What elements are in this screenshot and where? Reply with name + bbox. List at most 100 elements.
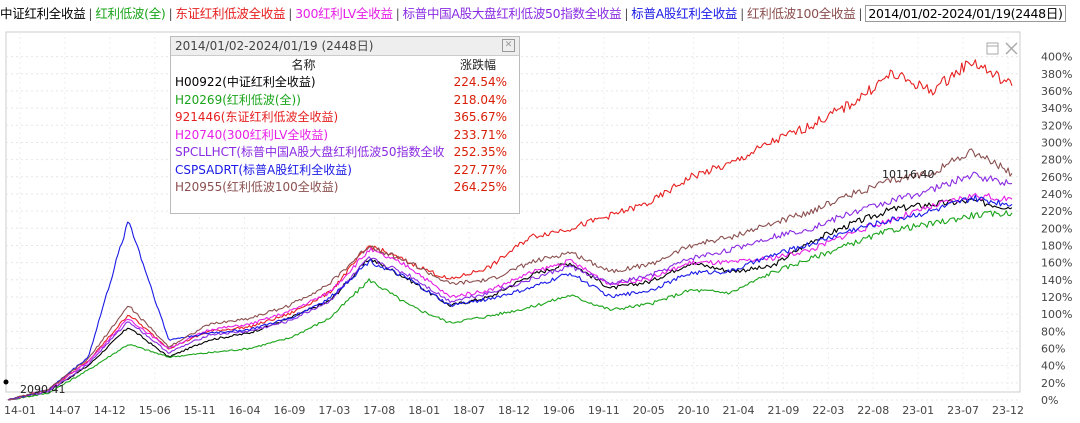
y-tick-label: 160% — [1041, 257, 1072, 270]
y-tick-label: 20% — [1041, 377, 1065, 390]
x-tick-label: 22-03 — [812, 404, 844, 417]
series-change: 365.67% — [453, 110, 507, 124]
series-line-black — [7, 198, 1013, 401]
column-change-header: 涨跌幅 — [459, 58, 496, 72]
series-line-green — [8, 210, 1013, 401]
series-change: 264.25% — [453, 180, 507, 194]
legend-separator: | — [624, 6, 629, 21]
series-change: 252.35% — [453, 145, 507, 159]
series-line-magenta — [7, 192, 1013, 401]
y-tick-label: 220% — [1041, 205, 1072, 218]
x-tick-label: 16-04 — [229, 404, 261, 417]
legend-item[interactable]: 红利低波(全) — [95, 6, 166, 21]
y-tick-label: 0% — [1041, 394, 1058, 407]
y-tick-label: 360% — [1041, 85, 1072, 98]
x-tick-label: 18-07 — [453, 404, 485, 417]
column-name-header: 名称 — [291, 58, 316, 72]
info-panel: 2014/01/02-2024/01/19 (2448日) ✕ 名称 涨跌幅 H… — [170, 36, 520, 214]
y-tick-label: 320% — [1041, 119, 1072, 132]
x-tick-label: 23-12 — [992, 404, 1024, 417]
legend-separator: | — [288, 6, 293, 21]
legend-item[interactable]: 东证红利低波全收益 — [175, 6, 286, 21]
start-marker — [3, 379, 9, 385]
series-line-brown — [7, 148, 1013, 401]
y-tick-label: 380% — [1041, 68, 1072, 81]
plot-frame — [5, 31, 1021, 393]
x-tick-label: 19-06 — [543, 404, 575, 417]
y-tick-label: 120% — [1041, 291, 1072, 304]
x-tick-label: 20-05 — [633, 404, 665, 417]
info-row: H20269(红利低波(全)) 218.04% — [171, 92, 519, 110]
y-tick-label: 240% — [1041, 188, 1072, 201]
x-tick-label: 17-08 — [363, 404, 395, 417]
x-tick-label: 23-07 — [947, 404, 979, 417]
legend-separator: | — [395, 6, 400, 21]
legend-separator: | — [858, 6, 863, 21]
info-row: SPCLLHCT(标普中国A股大盘红利低波50指数全收 252.35% — [171, 144, 519, 162]
legend-header: 中证红利全收益 | 红利低波(全) | 东证红利低波全收益 | 300红利LV全收益 | 标普中… — [0, 0, 1080, 28]
x-tick-label: 23-01 — [902, 404, 934, 417]
info-row: H20740(300红利LV全收益) 233.71% — [171, 127, 519, 145]
legend-item[interactable]: 红利低波100全收益 — [747, 6, 856, 21]
x-tick-label: 21-09 — [767, 404, 799, 417]
y-tick-label: 260% — [1041, 171, 1072, 184]
info-panel-rows: H00922(中证红利全收益) 224.54% H20269(红利低波(全)) 218… — [171, 74, 519, 197]
y-tick-label: 140% — [1041, 274, 1072, 287]
x-tick-label: 16-09 — [273, 404, 305, 417]
x-tick-label: 18-01 — [408, 404, 440, 417]
y-tick-label: 400% — [1041, 51, 1072, 64]
close-icon[interactable]: ✕ — [502, 39, 515, 52]
y-tick-label: 80% — [1041, 325, 1065, 338]
legend-item[interactable]: 300红利LV全收益 — [295, 6, 393, 21]
restore-icon[interactable] — [986, 42, 999, 55]
series-name: H20269(红利低波(全)) — [175, 92, 301, 107]
x-tick-label: 15-11 — [184, 404, 216, 417]
legend-separator: | — [168, 6, 173, 21]
series-name: H00922(中证红利全收益) — [175, 75, 316, 89]
info-panel-title: 2014/01/02-2024/01/19 (2448日) ✕ — [171, 37, 519, 56]
y-tick-label: 60% — [1041, 342, 1065, 355]
x-tick-label: 19-11 — [588, 404, 620, 417]
window-controls — [986, 42, 1018, 55]
info-panel-title-text: 2014/01/02-2024/01/19 (2448日) — [175, 39, 374, 53]
series-name: SPCLLHCT(标普中国A股大盘红利低波50指数全收 — [175, 145, 445, 159]
x-tick-label: 18-12 — [498, 404, 530, 417]
series-line-purple — [7, 171, 1013, 401]
series-change: 218.04% — [453, 92, 507, 107]
legend-item[interactable]: 中证红利全收益 — [0, 6, 86, 21]
info-row: 921446(东证红利低波全收益) 365.67% — [171, 109, 519, 127]
x-tick-label: 14-01 — [4, 404, 36, 417]
series-name: H20955(红利低波100全收益) — [175, 180, 339, 194]
y-tick-label: 340% — [1041, 102, 1072, 115]
x-tick-label: 22-08 — [857, 404, 889, 417]
series-change: 233.71% — [453, 127, 507, 142]
y-tick-label: 200% — [1041, 222, 1072, 235]
legend-item[interactable]: 标普中国A股大盘红利低波50指数全收益 — [402, 6, 622, 21]
date-range[interactable]: 2014/01/02-2024/01/19(2448日) — [865, 5, 1066, 22]
x-tick-label: 14-07 — [49, 404, 81, 417]
y-tick-label: 280% — [1041, 154, 1072, 167]
info-panel-header: 名称 涨跌幅 — [171, 56, 519, 74]
max-annotation: 10116.40 — [882, 168, 935, 181]
x-tick-label: 21-04 — [723, 404, 755, 417]
y-tick-label: 100% — [1041, 308, 1072, 321]
series-change: 227.77% — [453, 162, 507, 177]
x-tick-label: 14-12 — [94, 404, 126, 417]
x-tick-label: 17-03 — [318, 404, 350, 417]
close-chart-icon[interactable] — [1005, 42, 1018, 55]
info-row: H20955(红利低波100全收益) 264.25% — [171, 179, 519, 197]
min-annotation: 2090.41 — [20, 383, 66, 396]
y-tick-label: 40% — [1041, 360, 1065, 373]
y-tick-label: 300% — [1041, 136, 1072, 149]
info-row: CSPSADRT(标普A股红利全收益) 227.77% — [171, 162, 519, 180]
series-name: CSPSADRT(标普A股红利全收益) — [175, 162, 352, 177]
series-line-blue — [8, 194, 1013, 401]
x-tick-label: 15-06 — [139, 404, 171, 417]
legend-separator: | — [88, 6, 93, 21]
series-name: 921446(东证红利低波全收益) — [175, 110, 339, 124]
y-tick-label: 180% — [1041, 239, 1072, 252]
info-row: H00922(中证红利全收益) 224.54% — [171, 74, 519, 92]
legend-item[interactable]: 标普A股红利全收益 — [631, 6, 738, 21]
series-change: 224.54% — [453, 75, 507, 89]
